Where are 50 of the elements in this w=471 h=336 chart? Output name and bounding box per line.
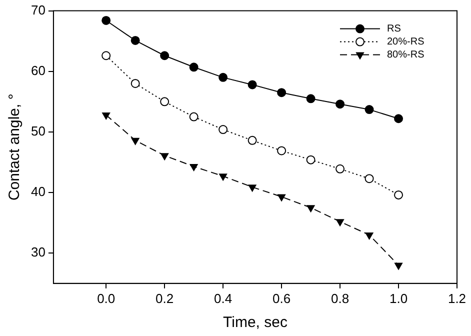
x-tick-label: 0.2 [156,290,174,306]
point [394,262,402,270]
legend-label: 80%-RS [387,50,425,61]
point [394,114,404,124]
x-axis-title: Time, sec [223,314,288,332]
point [336,100,345,109]
point [336,164,345,174]
point [364,105,374,114]
point [160,153,169,160]
point [306,155,316,164]
point [160,97,170,106]
y-tick-label: 70 [30,2,46,18]
point [277,88,286,98]
y-tick-label: 40 [30,184,46,200]
x-tick-label: 0.4 [214,290,232,306]
point [102,51,111,60]
point [248,136,257,145]
point [189,112,198,122]
x-tick-label: 1.0 [389,290,408,306]
point [277,146,286,156]
point [364,174,374,184]
x-tick-label: 0.8 [330,290,350,306]
x-tick-label: 0.0 [97,290,116,306]
point [160,51,170,60]
y-tick-label: 30 [30,244,46,260]
legend-label: 20%-RS [387,36,425,48]
point [130,78,140,88]
y-tick-label: 50 [30,124,46,139]
point [102,112,110,120]
point [306,94,316,104]
y-axis-title: Contact angle, ° [6,94,24,201]
point [189,62,198,72]
point [131,138,140,145]
x-tick-label: 0.6 [272,290,291,306]
point [102,16,111,25]
y-tick-label: 60 [30,62,46,78]
point [218,72,228,82]
point [248,184,256,192]
point [365,232,374,240]
point [336,219,344,226]
point [218,125,228,134]
point [394,190,404,200]
x-tick-label: 1.2 [448,290,466,306]
point [190,164,198,171]
point [306,205,315,212]
legend-label: RS [387,24,402,35]
point [219,174,228,181]
point [248,80,257,90]
point [278,194,286,202]
point [130,36,140,45]
